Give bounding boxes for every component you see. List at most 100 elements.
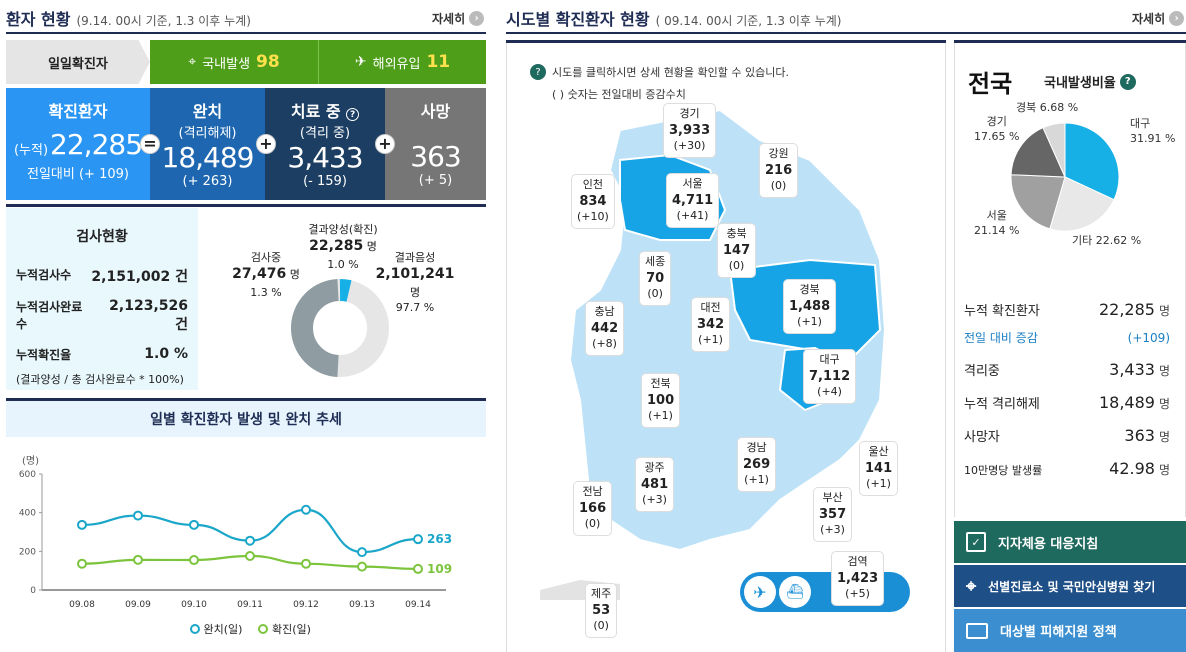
region-card[interactable]: 인천 834 (+10) xyxy=(572,175,614,229)
question-icon[interactable]: ? xyxy=(346,108,360,121)
divider xyxy=(6,32,486,34)
data-point[interactable] xyxy=(245,550,255,561)
region-card-quarantine[interactable]: 검역 1,423 (+5) xyxy=(832,552,884,606)
pie-slice xyxy=(1049,176,1115,232)
clinic-finder-button[interactable]: ⌖ 선별진료소 및 국민안심병원 찾기 xyxy=(954,565,1186,607)
data-point[interactable] xyxy=(413,563,423,574)
test-row: 누적확진율 1.0 % xyxy=(16,346,188,363)
question-icon[interactable]: ? xyxy=(1119,73,1136,90)
overseas-value: 11 xyxy=(426,52,451,72)
stat-value: 42.98 xyxy=(1109,459,1155,478)
data-point[interactable] xyxy=(301,504,311,515)
region-card[interactable]: 강원 216 (0) xyxy=(760,144,798,198)
daily-label-text: 일일확진자 xyxy=(48,56,108,72)
data-point[interactable] xyxy=(413,534,423,545)
negative-value: 2,101,241 xyxy=(375,266,455,283)
donut-testing-visual xyxy=(290,279,340,377)
region-value: 100 xyxy=(647,392,675,408)
positive-pct: 1.0 % xyxy=(327,257,359,271)
more-link[interactable]: 자세히 › xyxy=(432,10,485,27)
trend-title: 일별 확진환자 발생 및 완치 추세 xyxy=(6,401,486,437)
region-value: 70 xyxy=(646,270,665,286)
legend-label: 확진(일) xyxy=(271,623,311,636)
region-delta: (+41) xyxy=(676,209,709,223)
data-point[interactable] xyxy=(77,519,87,530)
pie-label-other: 기타 22.62 % xyxy=(1072,232,1141,248)
region-name: 경기 xyxy=(679,107,700,120)
region-name: 충남 xyxy=(594,305,615,318)
divider xyxy=(506,32,1186,34)
stat-label: 전일 대비 증감 xyxy=(964,331,1038,345)
stat-row: 누적 격리해제 18,489 명 xyxy=(964,393,1170,412)
region-card[interactable]: 광주 481 (+3) xyxy=(636,458,674,512)
data-point[interactable] xyxy=(189,555,199,566)
region-card[interactable]: 서울 4,711 (+41) xyxy=(667,174,719,228)
data-point[interactable] xyxy=(357,547,367,558)
region-card[interactable]: 충북 147 (0) xyxy=(718,224,756,278)
negative-pct: 97.7 % xyxy=(395,301,435,315)
data-point[interactable] xyxy=(77,558,87,569)
stat-value: 3,433 xyxy=(1109,360,1155,379)
end-value-label: 263 xyxy=(427,532,452,546)
confirmed-prefix: (누적) xyxy=(13,143,49,158)
region-value: 1,423 xyxy=(837,570,879,586)
chevron-right-icon: › xyxy=(469,11,485,26)
data-point[interactable] xyxy=(133,510,143,521)
region-value: 1,488 xyxy=(789,298,831,314)
region-card[interactable]: 전북 100 (+1) xyxy=(642,374,680,428)
stat-row: 10만명당 발생률 42.98 명 xyxy=(964,459,1170,478)
region-card[interactable]: 부산 357 (+3) xyxy=(814,488,852,542)
region-value: 166 xyxy=(579,500,607,516)
region-value: 442 xyxy=(591,320,619,336)
region-delta: (+3) xyxy=(642,493,667,507)
region-name: 세종 xyxy=(645,255,666,268)
guideline-button[interactable]: ✓ 지자체용 대응지침 xyxy=(954,521,1186,563)
overseas-label: 해외유입 xyxy=(372,56,421,72)
region-card[interactable]: 전남 166 (0) xyxy=(574,482,612,536)
treatment-box: 치료 중 ? (격리 중) 3,433 (- 159) xyxy=(265,88,385,200)
region-card[interactable]: 대구 7,112 (+4) xyxy=(804,350,856,404)
data-point[interactable] xyxy=(133,554,143,565)
region-delta: (0) xyxy=(584,517,601,531)
x-tick-label: 09.09 xyxy=(125,600,151,610)
domestic-value: 98 xyxy=(256,52,280,72)
map-more-link[interactable]: 자세히 › xyxy=(1132,10,1185,27)
region-name: 부산 xyxy=(822,491,843,504)
pie-label-gyeongbuk: 경북 6.68 % xyxy=(1016,99,1078,115)
region-card[interactable]: 경북 1,488 (+1) xyxy=(784,280,836,334)
data-point[interactable] xyxy=(301,558,311,569)
stat-label: 누적 격리해제 xyxy=(964,397,1040,412)
region-name: 강원 xyxy=(768,147,789,160)
map-panel xyxy=(506,43,946,652)
question-icon: ? xyxy=(530,64,546,80)
data-point[interactable] xyxy=(189,519,199,530)
y-tick-label: 0 xyxy=(30,586,36,596)
stat-row: 격리중 3,433 명 xyxy=(964,360,1170,379)
test-donut-chart xyxy=(290,279,389,377)
region-card[interactable]: 경기 3,933 (+30) xyxy=(664,104,716,158)
region-card[interactable]: 경남 269 (+1) xyxy=(738,438,776,492)
trend-line-chart: 0 200 400 600 09.08 09.09 09.10 09.11 09.12 09.13… xyxy=(19,470,452,610)
support-policy-button[interactable]: 대상별 피해지원 정책 xyxy=(954,609,1186,652)
region-delta: (+1) xyxy=(698,333,723,347)
domestic-label: 국내발생 xyxy=(202,56,251,72)
document-check-icon: ✓ xyxy=(966,532,986,552)
data-point[interactable] xyxy=(357,561,367,572)
stat-value: 22,285 xyxy=(1098,300,1155,319)
region-name: 제주 xyxy=(591,587,612,600)
right-top-bar xyxy=(954,40,1186,43)
region-card[interactable]: 충남 442 (+8) xyxy=(586,302,624,356)
region-card[interactable]: 제주 53 (0) xyxy=(586,584,617,638)
ship-icon: ⛴ xyxy=(779,576,811,608)
region-card[interactable]: 대전 342 (+1) xyxy=(692,298,730,352)
trend-unit: (명) xyxy=(22,456,40,467)
region-delta: (+1) xyxy=(797,315,822,329)
pie-label-pct: 17.65 % xyxy=(974,130,1020,144)
region-card[interactable]: 울산 141 (+1) xyxy=(860,442,898,496)
test-note: (결과양성 / 총 검사완료수 * 100%) xyxy=(16,373,184,386)
data-point[interactable] xyxy=(245,535,255,546)
stat-unit: 명 xyxy=(1158,304,1170,318)
stat-row: 사망자 363 명 xyxy=(964,426,1170,445)
y-tick-label: 400 xyxy=(19,509,36,519)
region-card[interactable]: 세종 70 (0) xyxy=(640,252,671,306)
